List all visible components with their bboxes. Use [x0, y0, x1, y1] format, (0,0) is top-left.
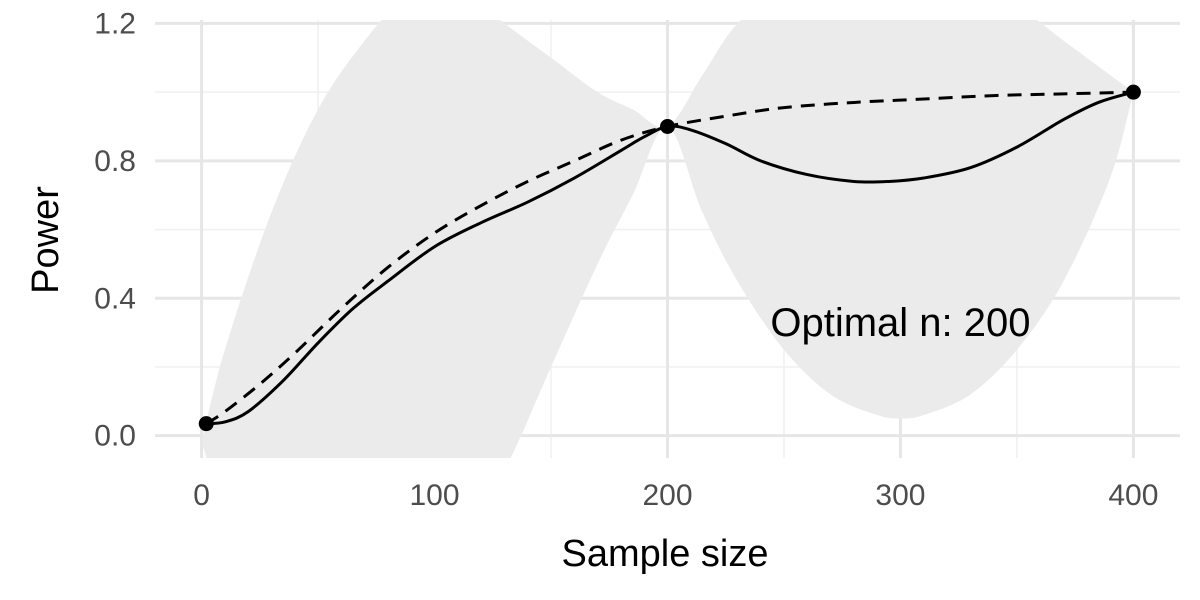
series-lines-layer — [205, 90, 1134, 426]
x-tick-label: 0 — [193, 479, 210, 512]
points-layer — [198, 84, 1141, 432]
x-tick-label: 100 — [410, 479, 460, 512]
y-axis-title: Power — [25, 186, 67, 294]
optimal-n-annotation: Optimal n: 200 — [770, 301, 1030, 345]
y-tick-label: 0.0 — [94, 420, 136, 453]
data-point — [1125, 84, 1141, 100]
x-tick-label: 400 — [1108, 479, 1158, 512]
x-axis-title: Sample size — [562, 533, 769, 575]
confidence-band — [201, 20, 1134, 458]
x-tick-label: 300 — [875, 479, 925, 512]
x-tick-labels: 0 100 200 300 400 — [193, 479, 1158, 512]
y-tick-label: 0.4 — [94, 282, 136, 315]
y-tick-label: 1.2 — [94, 7, 136, 40]
confidence-band-layer — [201, 20, 1134, 458]
x-tick-label: 200 — [642, 479, 692, 512]
data-point — [198, 416, 214, 432]
dashed-power-line — [205, 90, 1134, 425]
y-tick-label: 0.8 — [94, 145, 136, 178]
y-tick-labels: 0.0 0.4 0.8 1.2 — [94, 7, 136, 452]
data-point — [660, 118, 675, 134]
